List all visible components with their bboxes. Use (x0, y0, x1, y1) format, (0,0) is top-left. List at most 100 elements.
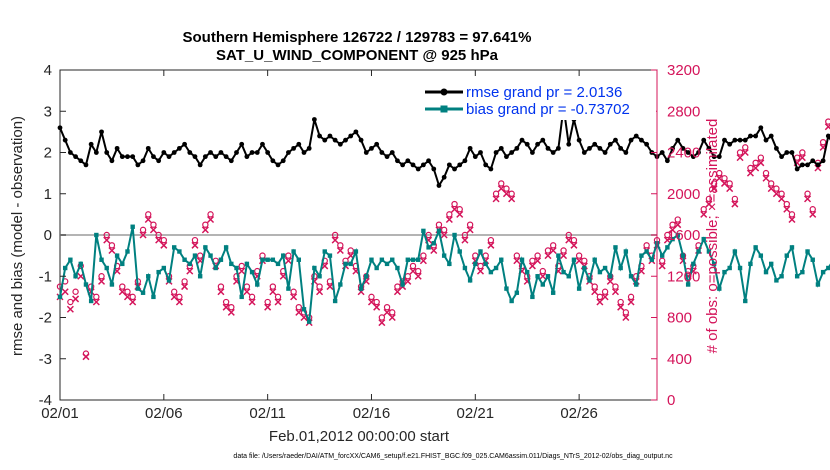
bias-point (327, 253, 333, 258)
obs-possible-point (570, 236, 578, 244)
rmse-point (535, 141, 540, 147)
bias-point (114, 253, 120, 258)
obs-possible-point (415, 267, 422, 275)
obs-assimilated-point (674, 221, 682, 229)
obs-assimilated-point (752, 164, 760, 172)
rmse-point (623, 150, 629, 155)
obs-possible-point (389, 309, 396, 316)
obs-assimilated-point (238, 267, 246, 275)
rmse-point (587, 145, 592, 151)
obs-possible-point (492, 190, 500, 197)
obs-possible-point (757, 154, 765, 161)
obs-possible-point (72, 288, 79, 295)
obs-possible-point (622, 309, 630, 316)
bias-point (140, 290, 146, 295)
rmse-point (202, 154, 208, 160)
rmse-point (664, 158, 670, 164)
bias-point (592, 257, 597, 262)
obs-assimilated-point (373, 303, 381, 311)
rmse-point (400, 162, 406, 168)
rmse-point (784, 150, 790, 155)
bias-point (125, 249, 130, 254)
rmse-point (161, 150, 167, 155)
rmse-point (182, 141, 187, 147)
bias-point (820, 269, 826, 275)
bias-point (338, 282, 343, 287)
obs-possible-point (804, 190, 811, 197)
obs-assimilated-point (513, 257, 521, 265)
rmse-point (805, 162, 810, 168)
bias-point (296, 257, 301, 262)
obs-assimilated-point (487, 241, 495, 249)
obs-assimilated-point (736, 154, 744, 162)
bias-point (62, 265, 68, 271)
bias-point (332, 298, 338, 304)
obs-assimilated-point (767, 185, 775, 193)
rmse-point (711, 154, 717, 160)
bias-point (737, 265, 743, 271)
obs-possible-point (643, 242, 650, 249)
bias-point (104, 265, 109, 271)
obs-possible-point (383, 303, 391, 311)
bias-point (758, 253, 764, 258)
bias-point (146, 274, 151, 279)
bias-point (431, 241, 436, 246)
obs-assimilated-point (731, 200, 739, 208)
rmse-point (597, 145, 603, 151)
obs-assimilated-point (570, 241, 578, 249)
obs-assimilated-point (175, 298, 183, 306)
obs-possible-point (596, 293, 604, 301)
obs-assimilated-point (591, 288, 599, 296)
obs-assimilated-point (601, 293, 609, 301)
y-left-tick-label: 4 (44, 62, 52, 79)
rmse-point (151, 154, 156, 160)
obs-possible-point (451, 200, 458, 208)
bias-point (275, 261, 281, 267)
bias-point (810, 257, 815, 262)
rmse-point (530, 150, 535, 155)
y-right-tick-label: 0 (667, 392, 675, 409)
rmse-point (722, 137, 727, 143)
bias-point (88, 298, 94, 304)
obs-assimilated-point (746, 169, 754, 177)
obs-possible-point (664, 231, 671, 239)
data-file-footnote: data file: /Users/raeder/DAI/ATM_forcXX/… (233, 453, 673, 460)
bias-point (504, 286, 509, 291)
y-left-tick-label: -4 (39, 392, 52, 409)
x-tick-label: 02/06 (145, 405, 183, 422)
bias-point (602, 265, 608, 271)
obs-possible-point (736, 149, 744, 156)
rmse-point (218, 150, 224, 155)
obs-assimilated-point (705, 200, 713, 208)
obs-possible-point (145, 211, 152, 218)
obs-assimilated-point (430, 246, 438, 254)
bias-point (691, 261, 696, 267)
obs-assimilated-point (181, 283, 189, 291)
obs-assimilated-point (170, 293, 178, 301)
obs-assimilated-point (160, 241, 168, 249)
bias-point (156, 269, 161, 275)
bias-point (711, 261, 717, 267)
rmse-point (690, 154, 696, 160)
rmse-point (234, 150, 239, 155)
rmse-point (109, 158, 115, 164)
obs-possible-point (581, 257, 588, 264)
obs-assimilated-point (549, 246, 557, 254)
rmse-point (379, 150, 385, 155)
bias-point (789, 245, 795, 250)
bias-point (800, 269, 805, 275)
obs-assimilated-point (264, 303, 272, 311)
obs-possible-point (290, 288, 297, 295)
rmse-point (384, 154, 390, 160)
rmse-point (706, 145, 712, 151)
obs-assimilated-point (804, 195, 812, 203)
obs-possible-point (238, 262, 245, 270)
obs-assimilated-point (762, 174, 770, 182)
x-tick-label: 02/16 (353, 405, 391, 422)
rmse-point (363, 150, 369, 155)
rmse-point (680, 145, 686, 151)
rmse-point (265, 150, 271, 155)
obs-assimilated-point (700, 210, 708, 218)
rmse-point (73, 154, 78, 160)
bias-point (239, 294, 244, 300)
